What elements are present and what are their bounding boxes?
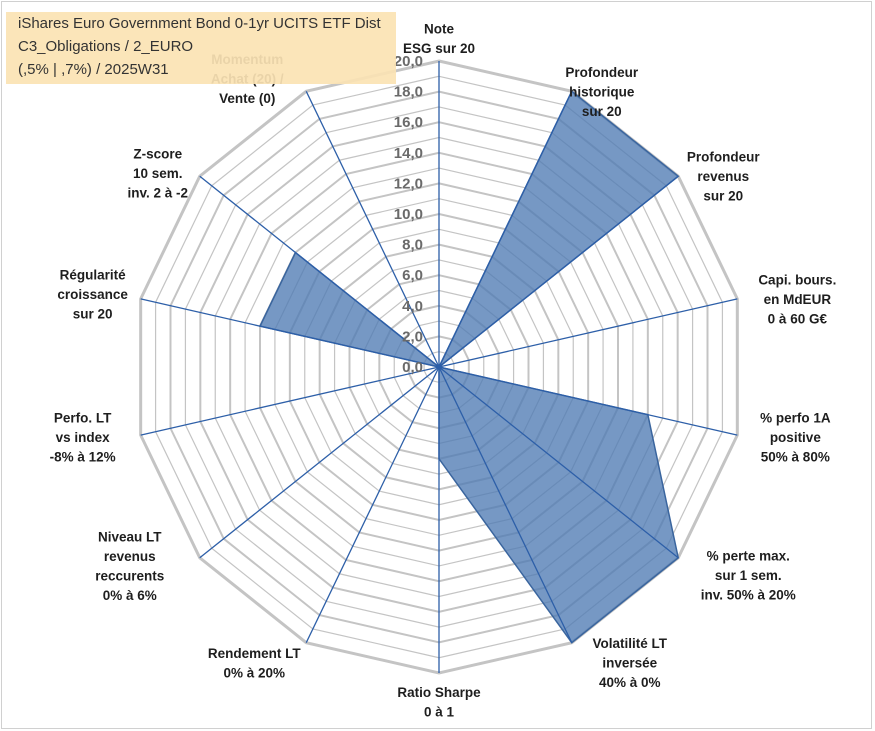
chart-title-line-1: iShares Euro Government Bond 0-1yr UCITS… xyxy=(18,15,381,32)
radar-spoke xyxy=(140,298,440,368)
chart-title-line-2: C3_Obligations / 2_EURO xyxy=(18,38,194,55)
tick-label: 4,0 xyxy=(402,298,423,315)
axis-label: Rendement LT 0% à 20% xyxy=(208,646,302,681)
radar-spoke xyxy=(305,366,440,643)
tick-label: 0,0 xyxy=(402,359,423,376)
radar-spoke xyxy=(140,366,440,436)
tick-label: 6,0 xyxy=(402,267,423,284)
tick-label: 10,0 xyxy=(394,206,423,223)
radar-spoke xyxy=(438,366,573,643)
axis-label: Régularité croissance sur 20 xyxy=(57,267,128,321)
axis-label: Perfo. LT vs index -8% à 12% xyxy=(50,411,116,465)
chart-title-line-3: (,5% | ,7%) / 2025W31 xyxy=(18,61,169,78)
radar-spoke xyxy=(438,366,679,559)
axis-label: Profondeur revenus sur 20 xyxy=(687,150,760,204)
tick-label: 18,0 xyxy=(394,84,423,101)
axis-label: % perfo 1A positive 50% à 80% xyxy=(760,411,831,465)
axis-label: Profondeur historique sur 20 xyxy=(565,65,638,119)
axis-label: Note ESG sur 20 xyxy=(403,22,475,57)
axis-label: Volatilité LT inversée 40% à 0% xyxy=(593,636,668,690)
axis-label: Capi. bours. en MdEUR 0 à 60 G€ xyxy=(758,272,836,326)
radar-spoke xyxy=(199,366,440,559)
tick-labels: 0,0 2,0 4,0 6,0 8,0 10,0 12,0 14,0 16,0 18,0 20,0 xyxy=(394,53,423,376)
tick-label: 20,0 xyxy=(394,53,423,70)
radar-spoke xyxy=(438,298,738,368)
axis-label: Z-score 10 sem. inv. 2 à -2 xyxy=(127,147,188,201)
tick-label: 12,0 xyxy=(394,175,423,192)
radar-spoke xyxy=(438,366,738,436)
radar-spoke xyxy=(438,175,679,368)
radar-spoke xyxy=(438,91,573,368)
series-area xyxy=(258,90,680,644)
tick-label: 8,0 xyxy=(402,237,423,254)
chart-title-box: iShares Euro Government Bond 0-1yr UCITS… xyxy=(6,12,396,84)
radar-spoke xyxy=(199,175,440,368)
radar-series xyxy=(258,90,680,644)
radar-spoke xyxy=(305,91,440,368)
axis-labels: Note ESG sur 20 Profondeur historique sur 20… xyxy=(50,22,837,720)
radar-axes xyxy=(140,61,738,673)
axis-label: % perte max. sur 1 sem. inv. 50% à 20% xyxy=(701,548,796,602)
axis-label: Niveau LT revenus reccurents 0% à 6% xyxy=(95,530,164,604)
tick-label: 2,0 xyxy=(402,328,423,345)
axis-label: Ratio Sharpe 0 à 1 xyxy=(397,685,481,720)
tick-label: 16,0 xyxy=(394,114,423,131)
tick-label: 14,0 xyxy=(394,145,423,162)
